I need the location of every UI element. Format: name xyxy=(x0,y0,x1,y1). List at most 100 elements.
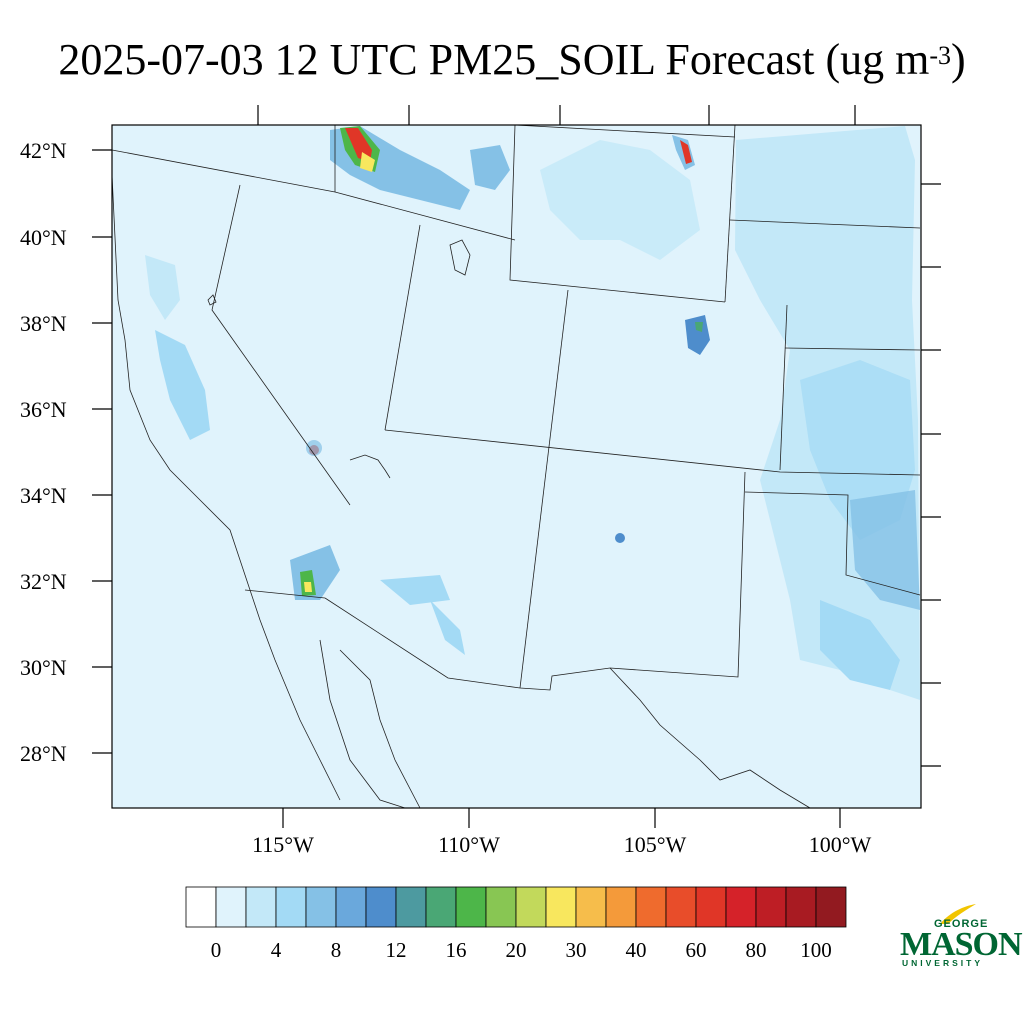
colorbar-swatch xyxy=(425,886,457,928)
colorbar-label: 8 xyxy=(331,938,342,962)
boundary-nm-tx xyxy=(324,471,746,691)
plains-field-se xyxy=(850,490,920,610)
map-frame xyxy=(111,124,922,809)
colorbar-swatch xyxy=(485,886,517,928)
california-field-1 xyxy=(145,255,180,320)
arizona-field-2 xyxy=(430,600,465,655)
logo-swoosh-icon xyxy=(940,904,976,924)
colorbar-label: 12 xyxy=(386,938,407,962)
colorado-green xyxy=(695,322,703,332)
lat-label: 38°N xyxy=(20,311,67,336)
california-field-2 xyxy=(155,330,210,440)
lat-label: 34°N xyxy=(20,483,67,508)
wyoming-hotspot-core xyxy=(680,140,692,164)
colorbar-swatch xyxy=(605,886,637,928)
coastline-baja xyxy=(319,639,406,809)
boundary-co-east xyxy=(779,304,788,471)
lat-label: 40°N xyxy=(20,225,67,250)
nevada-hotspot-outer xyxy=(306,440,322,456)
colorado-field xyxy=(685,315,710,355)
rio-grande xyxy=(609,667,811,809)
colorbar-swatch xyxy=(185,886,217,928)
colorbar-swatch xyxy=(575,886,607,928)
boundary-tx-ok xyxy=(744,491,921,596)
boundary-ks-ok xyxy=(784,347,921,351)
colorbar-swatch xyxy=(215,886,247,928)
colorbar-swatch xyxy=(815,886,847,928)
lat-label: 32°N xyxy=(20,569,67,594)
boundary-az-ut xyxy=(384,429,921,476)
lon-label: 100°W xyxy=(809,832,872,857)
left-ticks xyxy=(92,149,112,754)
colorbar-swatch xyxy=(245,886,277,928)
plains-field-sw xyxy=(820,600,900,690)
yellowstone-field xyxy=(470,145,510,190)
colorbar-swatch xyxy=(695,886,727,928)
gmu-logo: GEORGE MASON UNIVERSITY xyxy=(898,902,1023,972)
colorbar-swatch xyxy=(365,886,397,928)
lat-labels: 42°N 40°N 38°N 36°N 34°N 32°N 30°N 28°N xyxy=(20,138,67,766)
colorbar-label: 80 xyxy=(746,938,767,962)
boundary-ca-nv xyxy=(211,184,351,506)
mexico-plume-yellow xyxy=(304,582,312,592)
logo-line-2: MASON xyxy=(900,926,1023,963)
idaho-plume-core xyxy=(345,128,372,162)
boundary-sd-ne xyxy=(729,219,921,229)
colorbar-swatch xyxy=(785,886,817,928)
boundary-wy-east xyxy=(724,124,736,303)
concentration-field xyxy=(145,126,920,700)
right-ticks xyxy=(921,183,941,767)
colorbar-label: 40 xyxy=(626,938,647,962)
colorbar-label: 30 xyxy=(566,938,587,962)
coastline-gulf xyxy=(339,649,421,809)
nm-hotspot xyxy=(615,533,625,543)
colorbar-swatch xyxy=(725,886,757,928)
colorbar-label: 60 xyxy=(686,938,707,962)
colorbar-label: 4 xyxy=(271,938,282,962)
arizona-field-1 xyxy=(380,575,450,605)
colorbar-swatch xyxy=(515,886,547,928)
colorbar-swatch xyxy=(305,886,337,928)
colorbar-label: 0 xyxy=(211,938,222,962)
boundary-us-mexico-ca xyxy=(244,589,326,599)
lon-label: 110°W xyxy=(438,832,500,857)
colorbar-label: 100 xyxy=(800,938,832,962)
lon-label: 105°W xyxy=(624,832,687,857)
logo-line-1: GEORGE xyxy=(934,918,989,930)
lon-labels: 115°W 110°W 105°W 100°W xyxy=(252,832,871,857)
boundary-az-nm xyxy=(519,454,549,689)
logo-line-3: UNIVERSITY xyxy=(902,958,984,968)
lat-label: 28°N xyxy=(20,741,67,766)
colorbar-labels: 0 4 8 12 16 20 30 40 60 80 100 xyxy=(211,938,832,962)
colorbar-swatch xyxy=(395,886,427,928)
colorbar-label: 20 xyxy=(506,938,527,962)
lon-label: 115°W xyxy=(252,832,314,857)
colorbar xyxy=(185,886,847,928)
wyoming-field xyxy=(540,140,700,260)
boundary-wy-south xyxy=(509,124,726,303)
lat-label: 30°N xyxy=(20,655,67,680)
boundaries xyxy=(111,124,921,809)
lat-label: 42°N xyxy=(20,138,67,163)
boundary-ut-top xyxy=(514,124,736,138)
idaho-plume-yellow xyxy=(360,152,375,172)
colorado-river xyxy=(349,454,391,479)
colorbar-swatch xyxy=(545,886,577,928)
colorbar-label: 16 xyxy=(446,938,467,962)
bottom-ticks xyxy=(282,808,841,828)
lake-tahoe xyxy=(207,294,217,306)
top-ticks xyxy=(257,105,856,125)
colorbar-swatch xyxy=(635,886,667,928)
colorbar-swatch xyxy=(665,886,697,928)
great-salt-lake xyxy=(449,239,471,276)
page-title: 2025-07-03 12 UTC PM25_SOIL Forecast (ug… xyxy=(58,35,966,84)
colorbar-swatch xyxy=(755,886,787,928)
colorbar-swatch xyxy=(455,886,487,928)
lat-label: 36°N xyxy=(20,397,67,422)
colorbar-swatch xyxy=(275,886,307,928)
boundary-co-ut xyxy=(547,289,569,456)
boundary-nv-ut xyxy=(384,224,421,431)
colorbar-swatch xyxy=(335,886,367,928)
coastline-ca xyxy=(111,174,341,801)
